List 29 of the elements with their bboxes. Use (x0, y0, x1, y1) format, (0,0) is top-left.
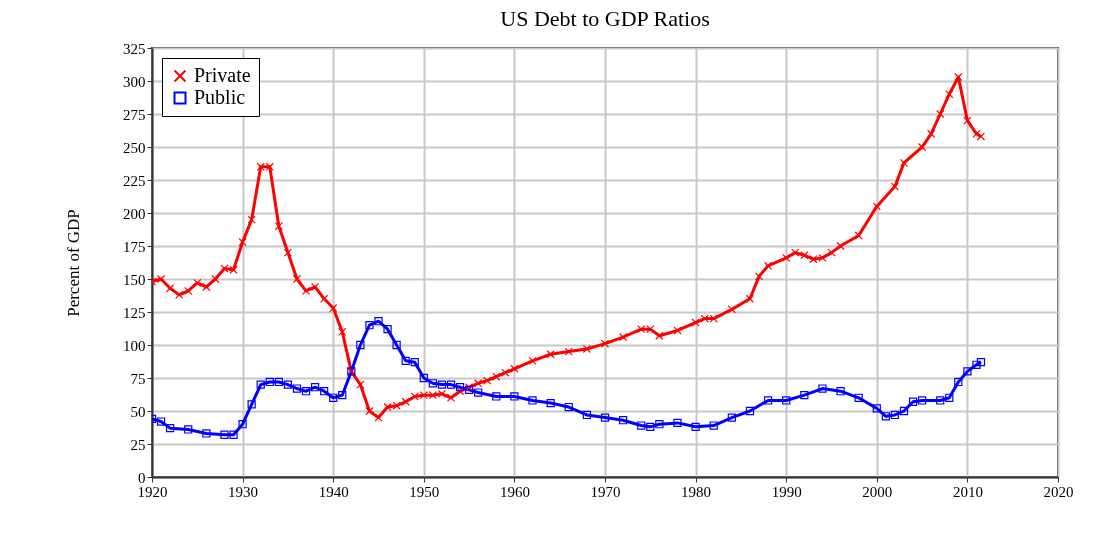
y-tick-label: 50 (130, 403, 146, 420)
x-tick-label: 1990 (771, 483, 802, 500)
x-tick-label: 1950 (409, 483, 440, 500)
y-tick-label: 200 (123, 205, 146, 222)
y-tick-label: 250 (123, 139, 146, 156)
x-tick-label: 2000 (862, 483, 893, 500)
x-tick-label: 1970 (590, 483, 621, 500)
y-tick-label: 0 (138, 469, 146, 486)
y-tick-label: 100 (123, 337, 146, 354)
x-tick-label: 1960 (499, 483, 530, 500)
legend-label: Public (194, 86, 246, 108)
chart-title: US Debt to GDP Ratios (500, 6, 710, 31)
x-tick-label: 1980 (681, 483, 712, 500)
y-tick-label: 175 (123, 238, 146, 255)
y-tick-label: 25 (130, 436, 146, 453)
y-tick-label: 275 (123, 106, 146, 123)
x-tick-label: 1940 (318, 483, 349, 500)
y-tick-label: 150 (123, 271, 146, 288)
x-tick-label: 2010 (952, 483, 983, 500)
x-tick-label: 2020 (1043, 483, 1074, 500)
y-tick-label: 325 (123, 40, 146, 57)
y-tick-label: 225 (123, 172, 146, 189)
legend-label: Private (194, 64, 251, 86)
y-tick-label: 125 (123, 304, 146, 321)
y-tick-label: 75 (130, 370, 146, 387)
x-tick-label: 1930 (228, 483, 259, 500)
x-tick-label: 1920 (137, 483, 168, 500)
y-tick-label: 300 (123, 73, 146, 90)
y-axis-title: Percent of GDP (64, 209, 83, 317)
